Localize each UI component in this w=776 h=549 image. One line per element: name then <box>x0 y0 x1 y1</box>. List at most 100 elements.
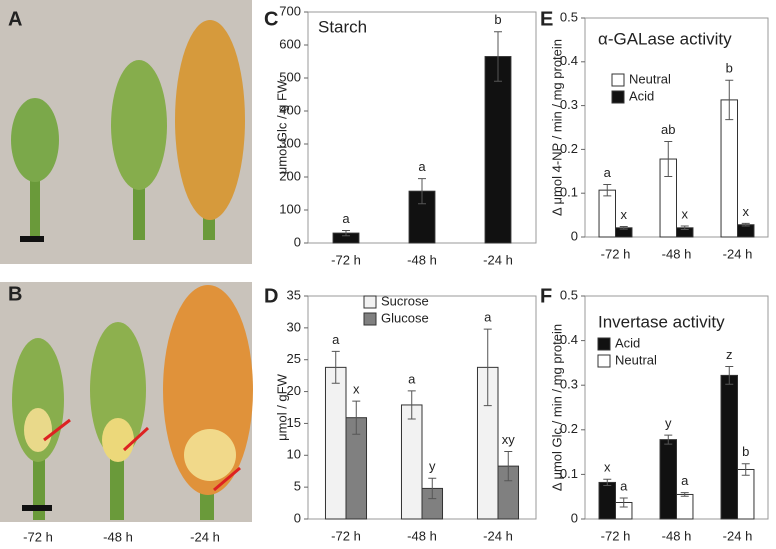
error-bar <box>342 229 350 237</box>
flower-photo-b <box>12 285 253 520</box>
error-bar <box>725 365 734 385</box>
y-tick-label: 0.3 <box>560 377 578 392</box>
panel-label: C <box>264 8 278 30</box>
significance-letter: ab <box>661 122 675 137</box>
x-tick-label: -48 h <box>407 528 437 543</box>
y-tick-label: 0 <box>294 510 301 525</box>
legend-label: Acid <box>629 88 654 103</box>
legend-swatch <box>363 312 377 326</box>
y-tick-label: 100 <box>279 201 301 216</box>
legend-swatch <box>611 73 625 87</box>
bar <box>720 99 739 238</box>
y-tick-label: 0.5 <box>560 287 578 302</box>
y-axis-label: Δ μmol Glc / min / mg protein <box>549 324 564 491</box>
x-tick-label: -24 h <box>483 528 513 543</box>
stage-label: -48 h <box>103 529 133 544</box>
legend-label: Neutral <box>615 352 657 367</box>
bar <box>408 190 436 244</box>
error-bar <box>504 450 513 482</box>
y-tick-label: 300 <box>279 135 301 150</box>
y-tick-label: 5 <box>294 479 301 494</box>
x-tick-label: -72 h <box>601 528 631 543</box>
y-axis-label: μmol Glc / g FW <box>274 80 289 174</box>
legend-label: Glucose <box>381 310 429 325</box>
y-tick-label: 0.4 <box>560 332 578 347</box>
y-tick-label: 0.1 <box>560 185 578 200</box>
x-tick-label: -24 h <box>483 252 513 267</box>
significance-letter: a <box>332 332 340 347</box>
error-bar <box>725 79 734 121</box>
x-tick-label: -72 h <box>331 528 361 543</box>
significance-letter: z <box>726 347 733 362</box>
error-bar <box>680 492 689 497</box>
y-axis-label: μmol / gFW <box>274 373 289 440</box>
panel-label: F <box>540 285 552 307</box>
x-tick-label: -48 h <box>407 252 437 267</box>
legend-swatch <box>611 90 625 104</box>
error-bar <box>619 225 628 230</box>
error-bar <box>428 477 437 500</box>
error-bar <box>483 328 492 407</box>
significance-letter: b <box>742 444 749 459</box>
panel-label: D <box>264 285 278 307</box>
significance-letter: x <box>620 207 627 222</box>
significance-letter: xy <box>502 432 516 447</box>
legend-swatch <box>597 337 611 351</box>
y-tick-label: 15 <box>287 415 301 430</box>
error-bar <box>603 183 612 197</box>
error-bar <box>741 222 750 227</box>
photo-label: B <box>8 283 22 305</box>
flower-photo-a <box>11 20 245 242</box>
stage-label: -72 h <box>23 529 53 544</box>
y-tick-label: 600 <box>279 36 301 51</box>
error-bar <box>418 178 426 205</box>
bar <box>720 374 739 520</box>
significance-letter: a <box>408 371 416 386</box>
y-tick-label: 200 <box>279 168 301 183</box>
significance-letter: x <box>604 460 611 475</box>
legend-swatch <box>597 354 611 368</box>
bar <box>324 366 347 520</box>
y-tick-label: 0.1 <box>560 466 578 481</box>
error-bar <box>664 141 673 178</box>
y-axis-label: Δ μmol 4-NP / min / mg protein <box>549 39 564 216</box>
x-tick-label: -72 h <box>601 246 631 261</box>
significance-letter: b <box>494 12 501 27</box>
error-bar <box>741 463 750 476</box>
significance-letter: b <box>726 61 733 76</box>
legend-swatch <box>363 295 377 309</box>
legend-label: Acid <box>615 335 640 350</box>
x-tick-label: -48 h <box>662 528 692 543</box>
significance-letter: a <box>620 478 628 493</box>
significance-letter: a <box>342 211 350 226</box>
y-tick-label: 35 <box>287 287 301 302</box>
significance-letter: x <box>353 382 360 397</box>
photo-label: A <box>8 8 22 30</box>
x-tick-label: -72 h <box>331 252 361 267</box>
bar <box>659 439 678 520</box>
panel-label: E <box>540 8 553 30</box>
error-bar <box>680 225 689 231</box>
bar <box>737 224 755 238</box>
x-tick-label: -24 h <box>723 528 753 543</box>
error-bar <box>664 434 673 445</box>
error-bar <box>603 478 612 487</box>
chart-title: Invertase activity <box>598 312 725 331</box>
error-bar <box>407 390 416 420</box>
error-bar <box>331 350 340 384</box>
bar <box>400 404 423 520</box>
y-tick-label: 25 <box>287 351 301 366</box>
significance-letter: y <box>429 459 436 474</box>
stage-label: -24 h <box>190 529 220 544</box>
significance-letter: a <box>418 159 426 174</box>
bar <box>598 481 617 520</box>
error-bar <box>494 31 502 82</box>
y-tick-label: 0.2 <box>560 421 578 436</box>
significance-letter: a <box>681 473 689 488</box>
significance-letter: a <box>604 165 612 180</box>
y-tick-label: 700 <box>279 3 301 18</box>
significance-letter: y <box>665 416 672 431</box>
x-tick-label: -48 h <box>662 246 692 261</box>
y-tick-label: 20 <box>287 383 301 398</box>
bar <box>676 493 694 520</box>
